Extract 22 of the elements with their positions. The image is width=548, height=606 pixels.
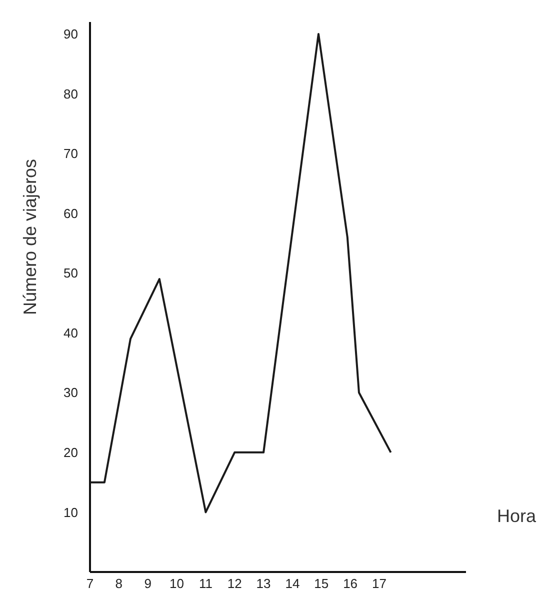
x-axis-title: Hora — [496, 506, 537, 526]
y-tick-label: 20 — [64, 444, 78, 460]
x-tick-label: 14 — [285, 576, 300, 591]
y-axis-title: Número de viajeros — [20, 158, 40, 316]
x-tick-label: 9 — [144, 576, 152, 591]
x-tick-label: 8 — [115, 576, 123, 591]
y-tick-label: 40 — [64, 325, 78, 340]
x-tick-label: 11 — [198, 576, 212, 591]
x-tick-label: 10 — [170, 576, 184, 591]
x-tick-label: 16 — [343, 576, 358, 591]
y-tick-label: 90 — [64, 26, 78, 42]
y-tick-label: 50 — [64, 266, 78, 281]
x-tick-label: 7 — [86, 576, 94, 591]
y-tick-label: 10 — [64, 504, 78, 520]
y-tick-label: 70 — [64, 146, 78, 162]
x-tick-label: 17 — [372, 576, 386, 591]
y-tick-label: 80 — [64, 86, 78, 102]
x-tick-label: 13 — [256, 576, 271, 591]
y-tick-label: 30 — [64, 385, 78, 400]
x-tick-label: 15 — [314, 576, 329, 591]
x-tick-label: 12 — [227, 576, 242, 591]
y-tick-label: 60 — [64, 206, 78, 221]
